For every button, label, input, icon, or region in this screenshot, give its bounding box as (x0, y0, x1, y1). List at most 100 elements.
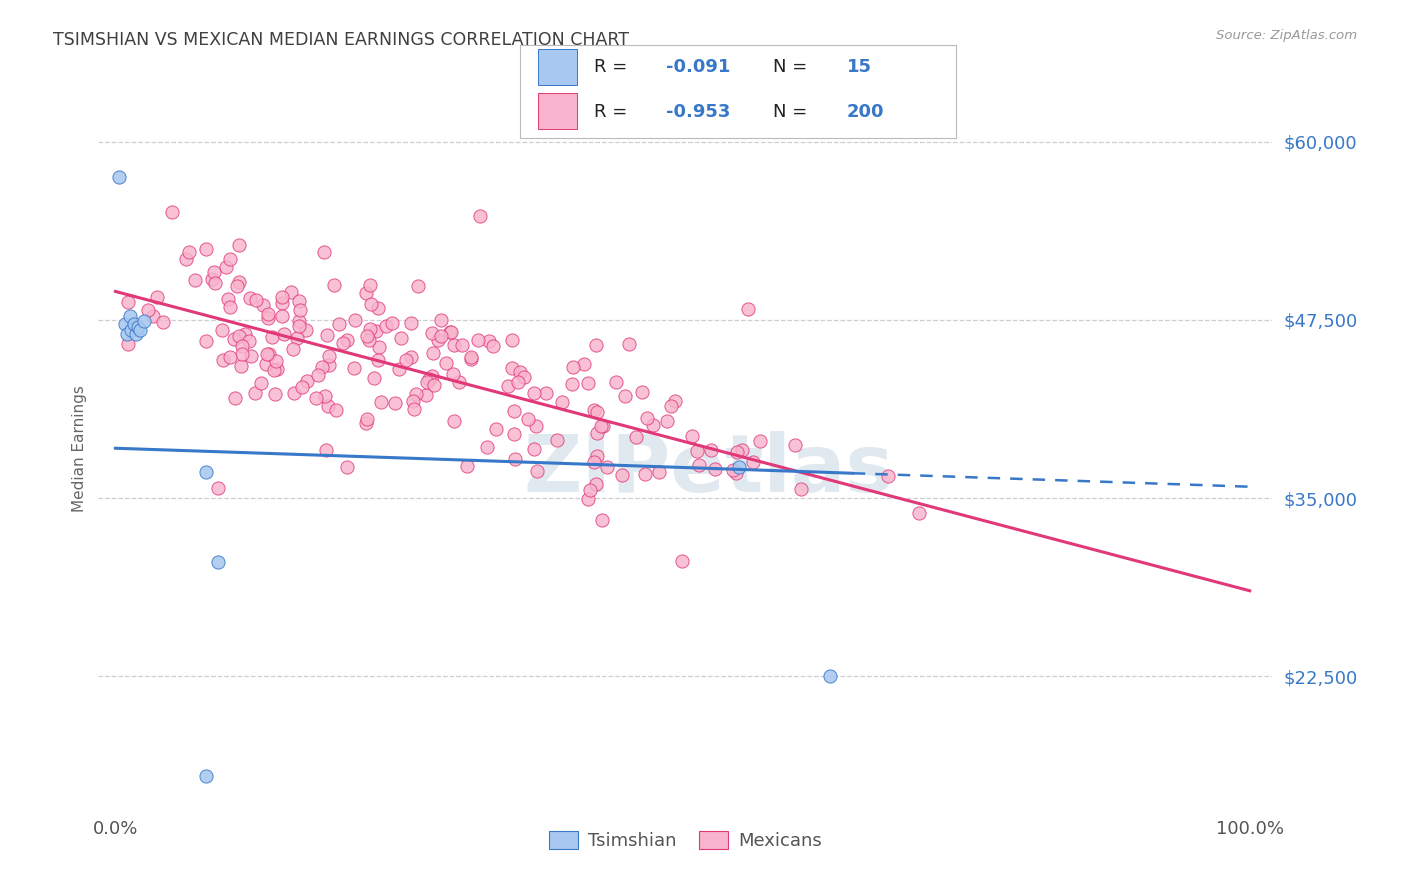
Point (456, 459, 478, 474)
Point (546, 433, 568, 447)
Point (700, 442, 723, 457)
Point (146, 290, 169, 304)
Point (290, 303, 312, 318)
Point (636, 411, 658, 425)
Point (591, 512, 613, 526)
Point (122, 317, 145, 331)
Point (389, 331, 412, 345)
Point (127, 320, 149, 334)
Point (285, 331, 308, 345)
Point (354, 416, 377, 430)
Point (120, 323, 142, 337)
Point (318, 349, 340, 363)
Point (225, 279, 247, 293)
Point (441, 367, 464, 381)
Point (136, 303, 159, 318)
Point (641, 417, 664, 432)
Point (359, 277, 381, 292)
Point (117, 336, 139, 351)
Point (215, 260, 238, 274)
Point (399, 316, 422, 330)
Point (582, 455, 605, 469)
Point (231, 346, 253, 360)
Point (375, 318, 398, 333)
Point (478, 334, 501, 349)
Point (404, 401, 426, 416)
Point (219, 300, 242, 314)
Point (405, 387, 427, 401)
Point (142, 309, 165, 323)
Point (238, 334, 260, 348)
Point (228, 275, 250, 289)
Point (295, 323, 318, 337)
Point (513, 369, 536, 384)
Point (655, 414, 678, 428)
Point (318, 358, 340, 372)
Point (195, 334, 218, 349)
Point (219, 350, 242, 364)
Point (526, 464, 548, 478)
Point (195, 466, 218, 480)
Point (612, 468, 634, 483)
Point (245, 386, 267, 401)
Point (224, 332, 246, 346)
Point (288, 294, 311, 309)
Point (202, 264, 225, 278)
Point (266, 361, 288, 376)
Text: N =: N = (773, 103, 813, 121)
Point (420, 326, 443, 340)
Point (217, 293, 239, 307)
Point (467, 333, 489, 347)
Point (291, 380, 314, 394)
Point (262, 330, 284, 344)
Point (430, 313, 453, 327)
Point (304, 392, 326, 406)
Point (239, 291, 262, 305)
Point (204, 277, 226, 291)
Point (257, 307, 280, 321)
Point (686, 444, 709, 458)
Point (283, 342, 305, 356)
Point (728, 459, 751, 474)
Point (516, 411, 538, 425)
Point (125, 327, 148, 342)
Point (394, 352, 416, 367)
Point (443, 338, 465, 352)
Point (749, 434, 772, 448)
Point (790, 482, 813, 496)
Point (534, 386, 557, 401)
Point (415, 387, 437, 401)
Point (280, 285, 302, 299)
Point (592, 418, 614, 433)
Point (212, 352, 235, 367)
Point (108, 170, 131, 185)
FancyBboxPatch shape (537, 49, 576, 85)
Point (503, 452, 526, 467)
Point (211, 323, 233, 337)
Point (381, 316, 404, 330)
Point (228, 237, 250, 252)
Point (264, 387, 287, 401)
Point (430, 329, 453, 343)
Point (818, 669, 841, 683)
Point (207, 555, 229, 569)
Point (120, 309, 142, 323)
Point (481, 338, 503, 352)
Point (283, 385, 305, 400)
Text: Source: ZipAtlas.com: Source: ZipAtlas.com (1216, 29, 1357, 42)
Point (316, 328, 339, 343)
Point (613, 389, 636, 403)
Point (115, 327, 138, 342)
Point (501, 333, 523, 347)
Point (443, 414, 465, 428)
Point (307, 368, 329, 382)
Point (129, 323, 152, 337)
Point (586, 426, 609, 441)
Point (356, 328, 378, 343)
Point (460, 351, 482, 366)
Point (256, 310, 278, 325)
Point (335, 333, 357, 347)
Point (634, 467, 657, 482)
Point (323, 277, 346, 292)
Point (184, 273, 207, 287)
